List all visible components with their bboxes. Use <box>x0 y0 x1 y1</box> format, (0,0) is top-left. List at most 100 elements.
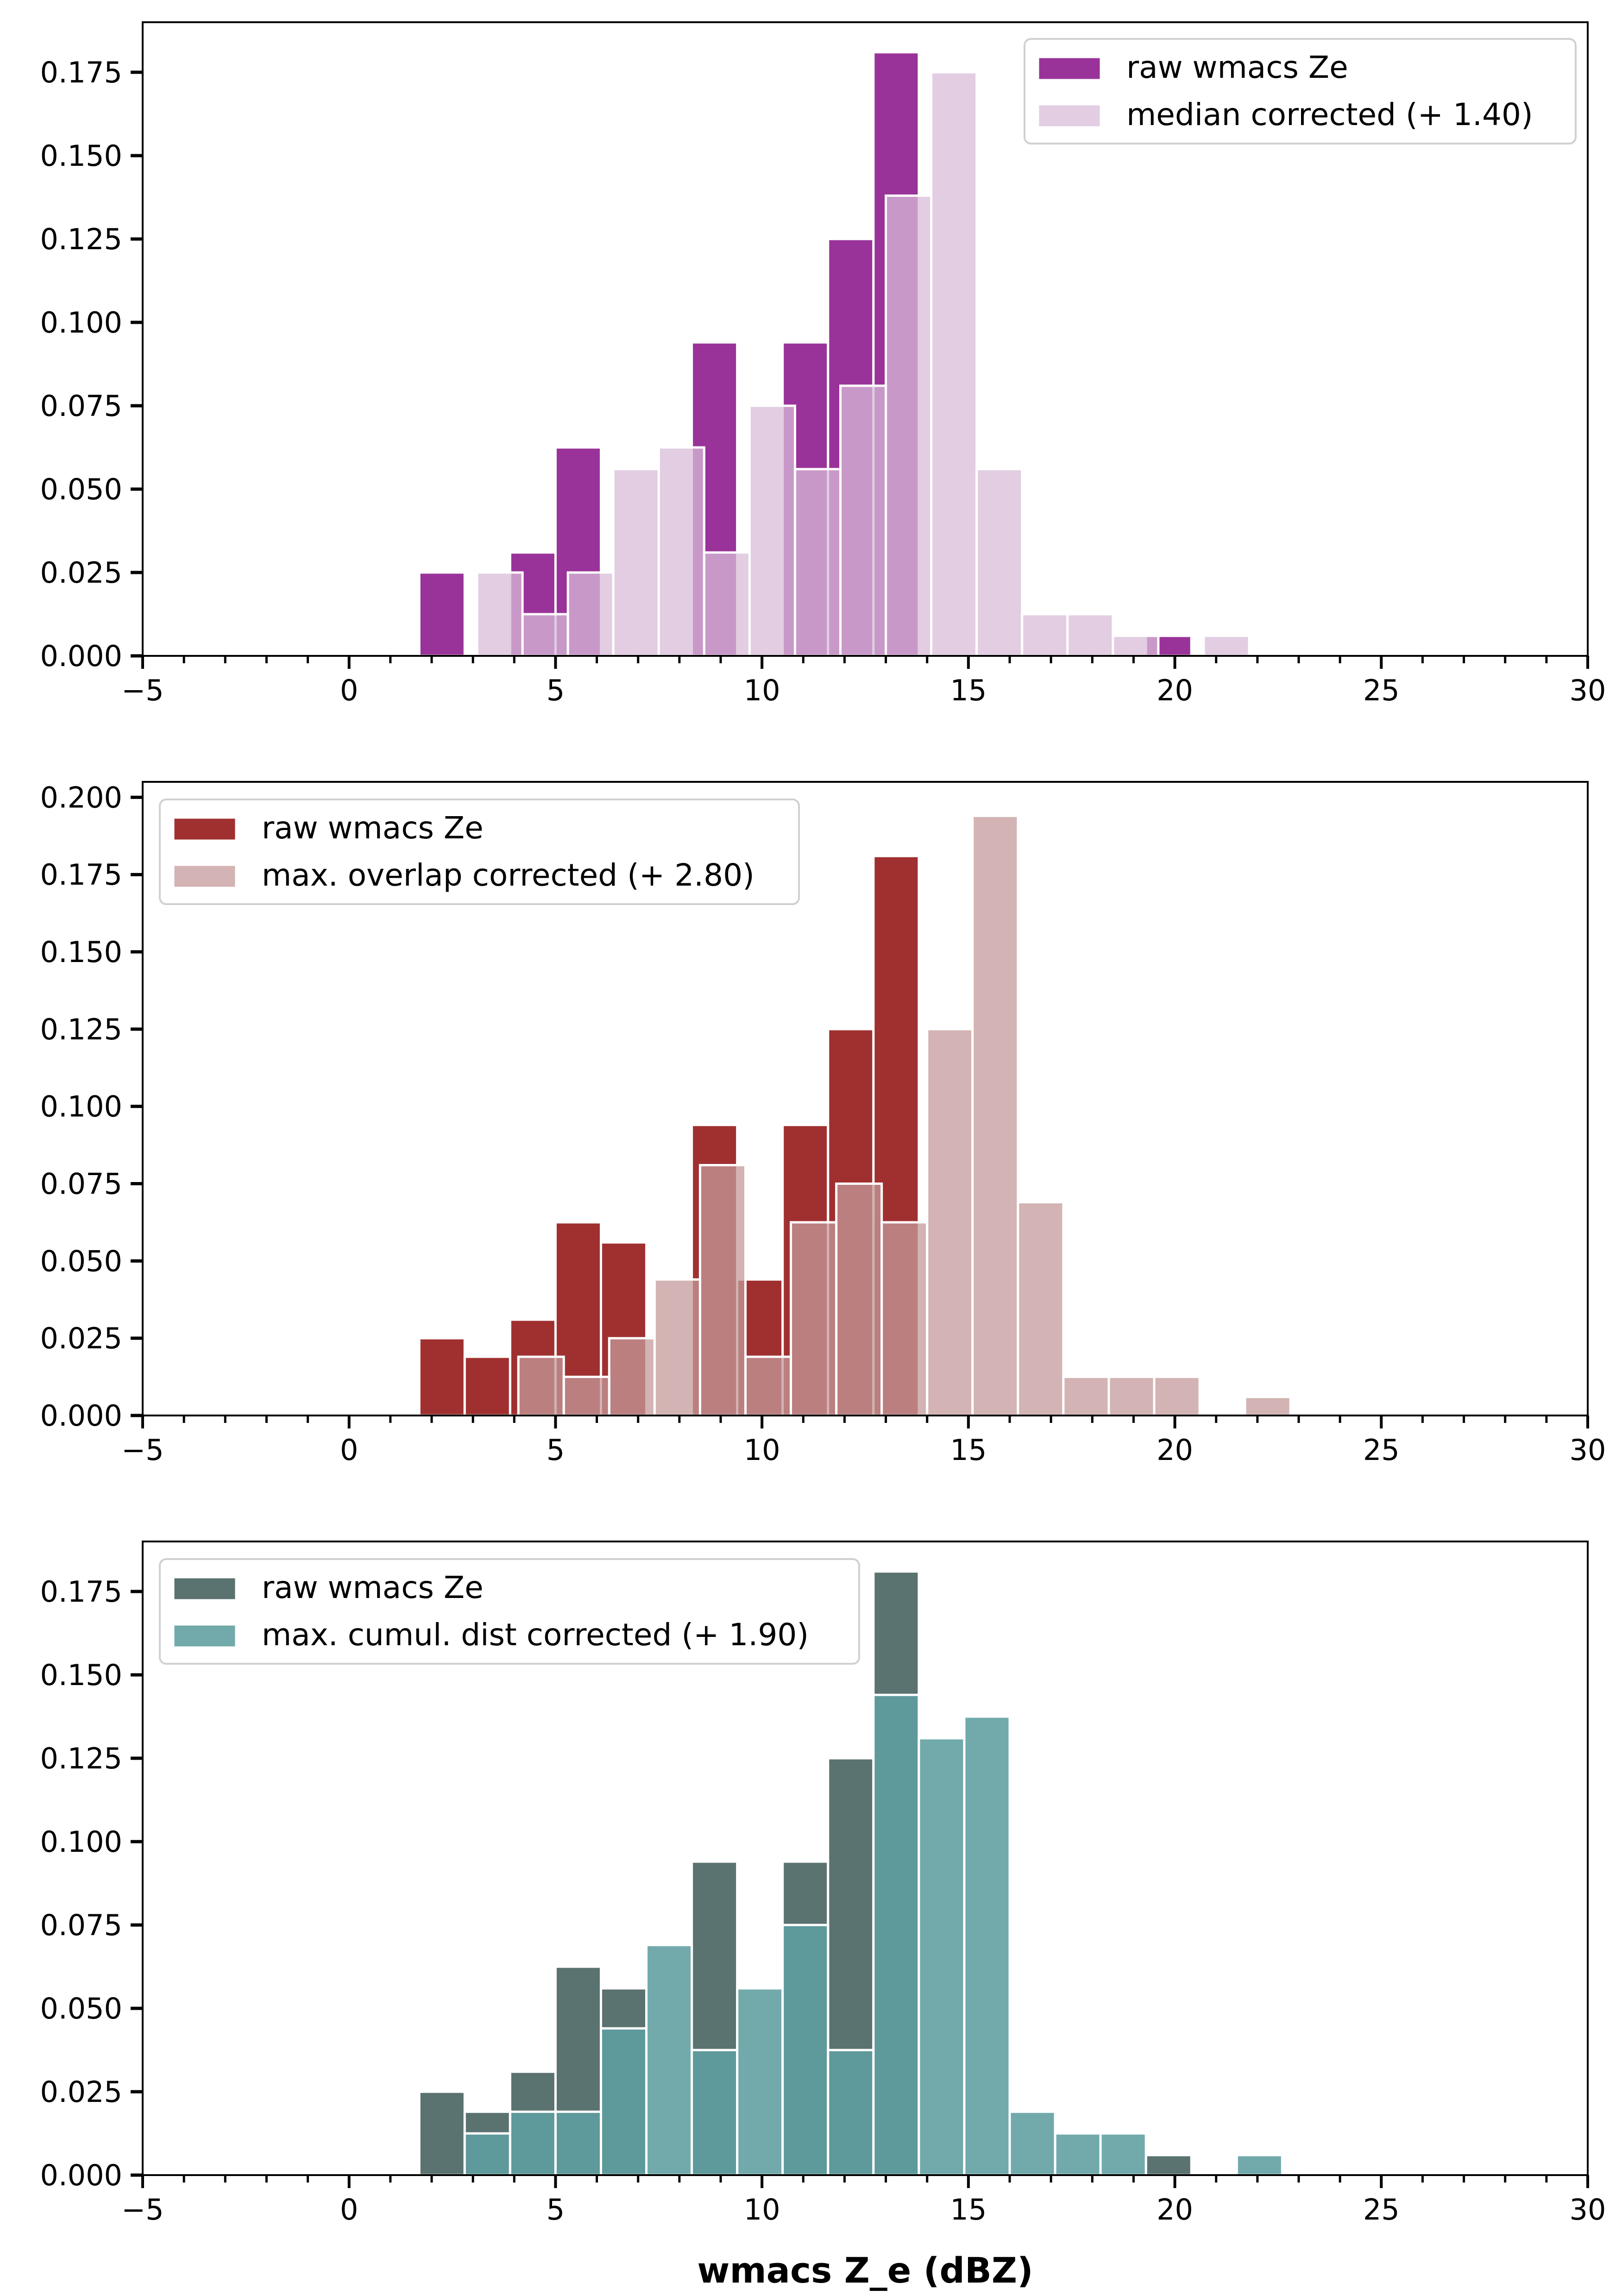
histogram-bar <box>608 1337 656 1417</box>
x-tick-label: 30 <box>1570 1433 1606 1467</box>
y-tick-label: 0.025 <box>40 1321 123 1355</box>
histogram-bar <box>839 384 887 657</box>
histogram-bar <box>463 2132 511 2176</box>
histogram-bar <box>872 1693 920 2176</box>
y-tick-label: 0.075 <box>40 1167 123 1201</box>
y-tick-label: 0.075 <box>40 1908 123 1942</box>
histogram-bar <box>599 2027 648 2176</box>
y-tick-label: 0.175 <box>40 1575 123 1609</box>
x-tick-label: 15 <box>950 2193 987 2227</box>
x-tick-label: 20 <box>1157 673 1193 707</box>
series-corrected <box>476 71 1251 657</box>
legend-swatch <box>1037 104 1101 128</box>
y-tick-label: 0.150 <box>40 935 123 969</box>
y-tick-label: 0.125 <box>40 222 123 256</box>
x-tick-label: 5 <box>547 673 565 707</box>
axes-frame <box>142 1541 1589 2176</box>
x-tick-label: 15 <box>950 673 987 707</box>
histogram-bar <box>521 613 569 657</box>
histogram-bar <box>918 1737 966 2176</box>
legend-label: max. cumul. dist corrected (+ 1.90) <box>262 1617 809 1653</box>
y-tick-label: 0.050 <box>40 1992 123 2026</box>
histogram-bar <box>1112 635 1160 657</box>
y-tick-label: 0.175 <box>40 56 123 89</box>
histogram-bar <box>418 1337 466 1417</box>
histogram-bar <box>975 468 1024 657</box>
x-tick-label: 0 <box>340 2193 358 2227</box>
histogram-bar <box>1244 1396 1292 1417</box>
legend-box <box>1024 38 1577 145</box>
histogram-bar <box>1021 613 1069 657</box>
histogram-bar <box>1144 2154 1193 2176</box>
legend: raw wmacs Ze median corrected (+ 1.40) <box>1024 38 1577 145</box>
legend-swatch <box>173 817 237 841</box>
legend-label: raw wmacs Ze <box>1126 50 1348 85</box>
axes-frame <box>142 781 1589 1416</box>
x-tick-label: 10 <box>744 1433 780 1467</box>
legend-label: median corrected (+ 1.40) <box>1126 97 1533 132</box>
y-tick-label: 0.125 <box>40 1013 123 1046</box>
x-tick-label: −5 <box>121 1433 163 1467</box>
x-tick-label: 0 <box>340 673 358 707</box>
histogram-bar <box>703 551 751 657</box>
panel-3: −5 0 5 10 15 20 25 30 0.000 0.025 0.050 0.075 0.100 0… <box>40 1541 1606 2291</box>
histogram-bar <box>736 1987 784 2176</box>
legend-label: max. overlap corrected (+ 2.80) <box>262 857 754 893</box>
y-tick-label: 0.000 <box>40 1399 123 1433</box>
x-tick-label: 25 <box>1363 673 1400 707</box>
x-tick-label: 0 <box>340 1433 358 1467</box>
x-tick-label: 5 <box>547 1433 565 1467</box>
y-tick-label: 0.100 <box>40 306 123 340</box>
histogram-bar <box>1054 2132 1102 2176</box>
histogram-bar <box>790 1221 838 1417</box>
x-tick-label: −5 <box>121 2193 163 2227</box>
histogram-bar <box>926 1028 974 1417</box>
histogram-bar <box>1107 1376 1156 1417</box>
legend: raw wmacs Ze max. cumul. dist corrected (… <box>159 1558 860 1665</box>
x-tick-label: 20 <box>1157 2193 1193 2227</box>
histogram-bar <box>517 1355 565 1417</box>
y-tick-label: 0.000 <box>40 2158 123 2192</box>
y-tick-label: 0.100 <box>40 1090 123 1124</box>
histogram-bar <box>880 1221 929 1417</box>
x-tick-label: 20 <box>1157 1433 1193 1467</box>
x-tick-label: 10 <box>744 2193 780 2227</box>
legend-swatch <box>173 1577 237 1601</box>
y-tick-label: 0.125 <box>40 1742 123 1775</box>
x-tick-label: 25 <box>1363 1433 1400 1467</box>
histogram-bar <box>1066 613 1114 657</box>
x-tick-label: 10 <box>744 673 780 707</box>
histogram-bar <box>781 1924 830 2176</box>
panel-1: −5 0 5 10 15 20 25 30 0.000 0.025 0.050 0.075 0.100 0… <box>40 21 1606 707</box>
histogram-bar <box>566 571 615 657</box>
y-tick-label: 0.200 <box>40 780 123 814</box>
y-tick-label: 0.025 <box>40 2075 123 2109</box>
histogram-bar <box>963 1715 1011 2176</box>
y-tick-label: 0.075 <box>40 389 123 423</box>
histogram-bar <box>612 468 660 657</box>
histogram-bar <box>691 2049 739 2176</box>
histogram-bar <box>1062 1376 1110 1417</box>
legend-label: raw wmacs Ze <box>262 810 484 846</box>
legend-box <box>159 799 800 905</box>
histogram-bar <box>657 446 705 657</box>
histogram-bar <box>1153 1376 1201 1417</box>
y-tick-label: 0.000 <box>40 639 123 673</box>
y-tick-label: 0.150 <box>40 1658 123 1692</box>
histogram-bar <box>554 2110 602 2176</box>
x-axis-label: wmacs Z_e (dBZ) <box>697 2250 1033 2291</box>
legend-box <box>159 1558 860 1665</box>
axes-frame <box>142 21 1589 657</box>
histogram-bar <box>835 1183 883 1417</box>
y-tick-label: 0.175 <box>40 858 123 892</box>
x-tick-label: 25 <box>1363 2193 1400 2227</box>
x-tick-label: 30 <box>1570 673 1606 707</box>
histogram-bar <box>1202 635 1251 657</box>
histogram-bar <box>885 194 933 657</box>
y-tick-label: 0.050 <box>40 472 123 506</box>
legend-swatch <box>173 864 237 888</box>
histogram-bar <box>476 571 524 657</box>
x-tick-label: 30 <box>1570 2193 1606 2227</box>
legend: raw wmacs Ze max. overlap corrected (+ 2.… <box>159 799 800 905</box>
